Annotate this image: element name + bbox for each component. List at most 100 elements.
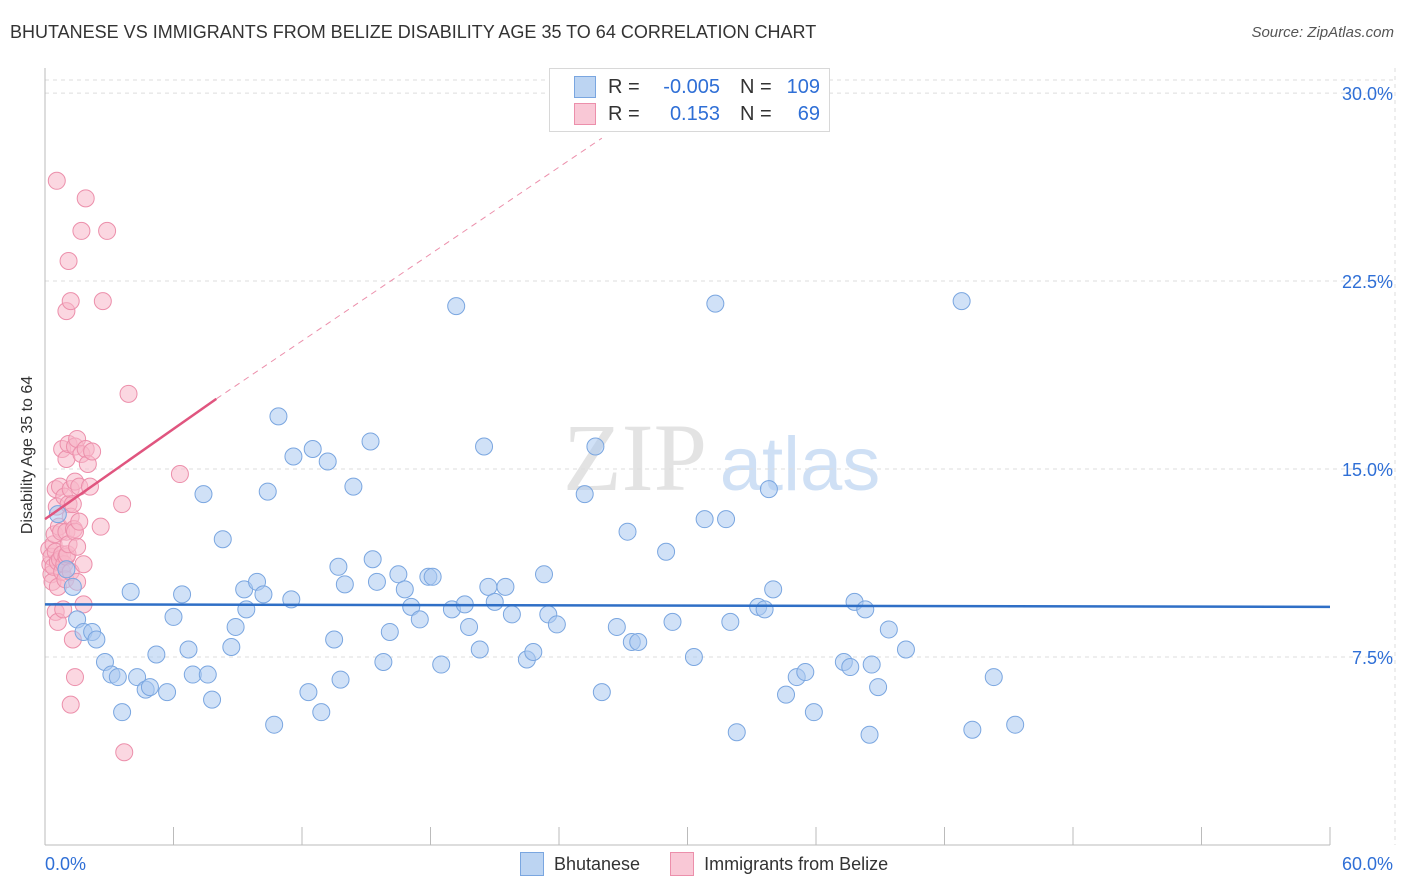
bhutanese-point (140, 678, 159, 697)
legend-r-value: 0.153 (669, 102, 720, 125)
bhutanese-point (335, 575, 354, 594)
belize-point (47, 171, 66, 190)
belize-point (119, 384, 138, 403)
bhutanese-point (475, 437, 494, 456)
bhutanese-point (113, 703, 132, 722)
bhutanese-point (963, 720, 982, 739)
bhutanese-point (879, 620, 898, 639)
bhutanese-point (755, 600, 774, 619)
y-tick-label: 22.5% (1342, 272, 1393, 292)
x-tick-label: 0.0% (45, 854, 86, 874)
bhutanese-point (952, 292, 971, 311)
legend-row-belize: R = 0.153 N = 69 (550, 100, 820, 128)
bhutanese-point (380, 622, 399, 641)
bhutanese-point (318, 452, 337, 471)
bhutanese-point (592, 683, 611, 702)
bhutanese-point (329, 557, 348, 576)
belize-point (74, 555, 93, 574)
legend-swatch-pink (670, 852, 695, 876)
bhutanese-point (618, 522, 637, 541)
bhutanese-point (203, 690, 222, 709)
bhutanese-points (48, 292, 1025, 744)
legend-swatch-pink (574, 103, 596, 125)
belize-point (83, 442, 102, 461)
bhutanese-point (717, 510, 736, 529)
legend-label-belize: Immigrants from Belize (704, 853, 889, 874)
bhutanese-point (325, 630, 344, 649)
bhutanese-point (312, 703, 331, 722)
legend-n-value: 69 (797, 102, 820, 125)
bhutanese-point (374, 653, 393, 672)
belize-point (72, 221, 91, 240)
correlation-legend: R = -0.005 N = 109 R = 0.153 N = 69 (549, 68, 830, 132)
axes (44, 68, 1331, 846)
y-tick-label: 30.0% (1342, 84, 1393, 104)
bhutanese-point (479, 577, 498, 596)
bhutanese-point (764, 580, 783, 599)
bhutanese-point (470, 640, 489, 659)
belize-point (93, 292, 112, 311)
legend-row-bhutanese: R = -0.005 N = 109 (550, 73, 820, 101)
bhutanese-point (684, 648, 703, 667)
bhutanese-point (984, 668, 1003, 687)
belize-point (65, 668, 84, 687)
legend-n-label: N = (740, 102, 772, 125)
bhutanese-point (63, 577, 82, 596)
bhutanese-point (759, 480, 778, 499)
bhutanese-point (269, 407, 288, 426)
bhutanese-point (460, 617, 479, 636)
belize-point (61, 292, 80, 311)
bhutanese-point (856, 600, 875, 619)
bhutanese-point (299, 683, 318, 702)
chart-title: BHUTANESE VS IMMIGRANTS FROM BELIZE DISA… (10, 22, 817, 42)
bhutanese-point (108, 668, 127, 687)
bhutanese-point (862, 655, 881, 674)
bhutanese-point (896, 640, 915, 659)
bhutanese-point (265, 715, 284, 734)
bhutanese-point (1006, 715, 1025, 734)
x-tick-label: 60.0% (1342, 854, 1393, 874)
bhutanese-point (663, 612, 682, 631)
series-legend: Bhutanese Immigrants from Belize (520, 852, 918, 876)
bhutanese-point (173, 585, 192, 604)
bhutanese-point (367, 572, 386, 591)
bhutanese-point (179, 640, 198, 659)
bhutanese-point (363, 550, 382, 569)
bhutanese-point (410, 610, 429, 629)
bhutanese-point (48, 505, 67, 524)
bhutanese-point (535, 565, 554, 584)
belize-trend-extension (216, 137, 603, 400)
bhutanese-point (496, 577, 515, 596)
bhutanese-point (395, 580, 414, 599)
watermark-atlas: atlas (720, 422, 881, 507)
bhutanese-point (706, 294, 725, 313)
bhutanese-point (194, 485, 213, 504)
bhutanese-point (721, 612, 740, 631)
bhutanese-point (198, 665, 217, 684)
bhutanese-point (389, 565, 408, 584)
trend-lines (44, 137, 1331, 609)
bhutanese-point (423, 567, 442, 586)
bhutanese-point (586, 437, 605, 456)
legend-swatch-blue (574, 76, 596, 98)
belize-point (76, 189, 95, 208)
legend-item-belize: Immigrants from Belize (670, 852, 888, 876)
bhutanese-point (485, 592, 504, 611)
bhutanese-point (869, 678, 888, 697)
bhutanese-point (331, 670, 350, 689)
belize-point (70, 512, 89, 531)
legend-n-label: N = (740, 75, 772, 98)
bhutanese-point (57, 560, 76, 579)
legend-item-bhutanese: Bhutanese (520, 852, 640, 876)
belize-point (98, 221, 117, 240)
bhutanese-point (158, 683, 177, 702)
legend-r-value: -0.005 (663, 75, 720, 98)
bhutanese-point (502, 605, 521, 624)
legend-n-value: 109 (786, 75, 820, 98)
source-label: Source: ZipAtlas.com (1251, 24, 1394, 41)
bhutanese-point (87, 630, 106, 649)
bhutanese-point (254, 585, 273, 604)
belize-point (91, 517, 110, 536)
bhutanese-point (841, 658, 860, 677)
belize-point (115, 743, 134, 762)
